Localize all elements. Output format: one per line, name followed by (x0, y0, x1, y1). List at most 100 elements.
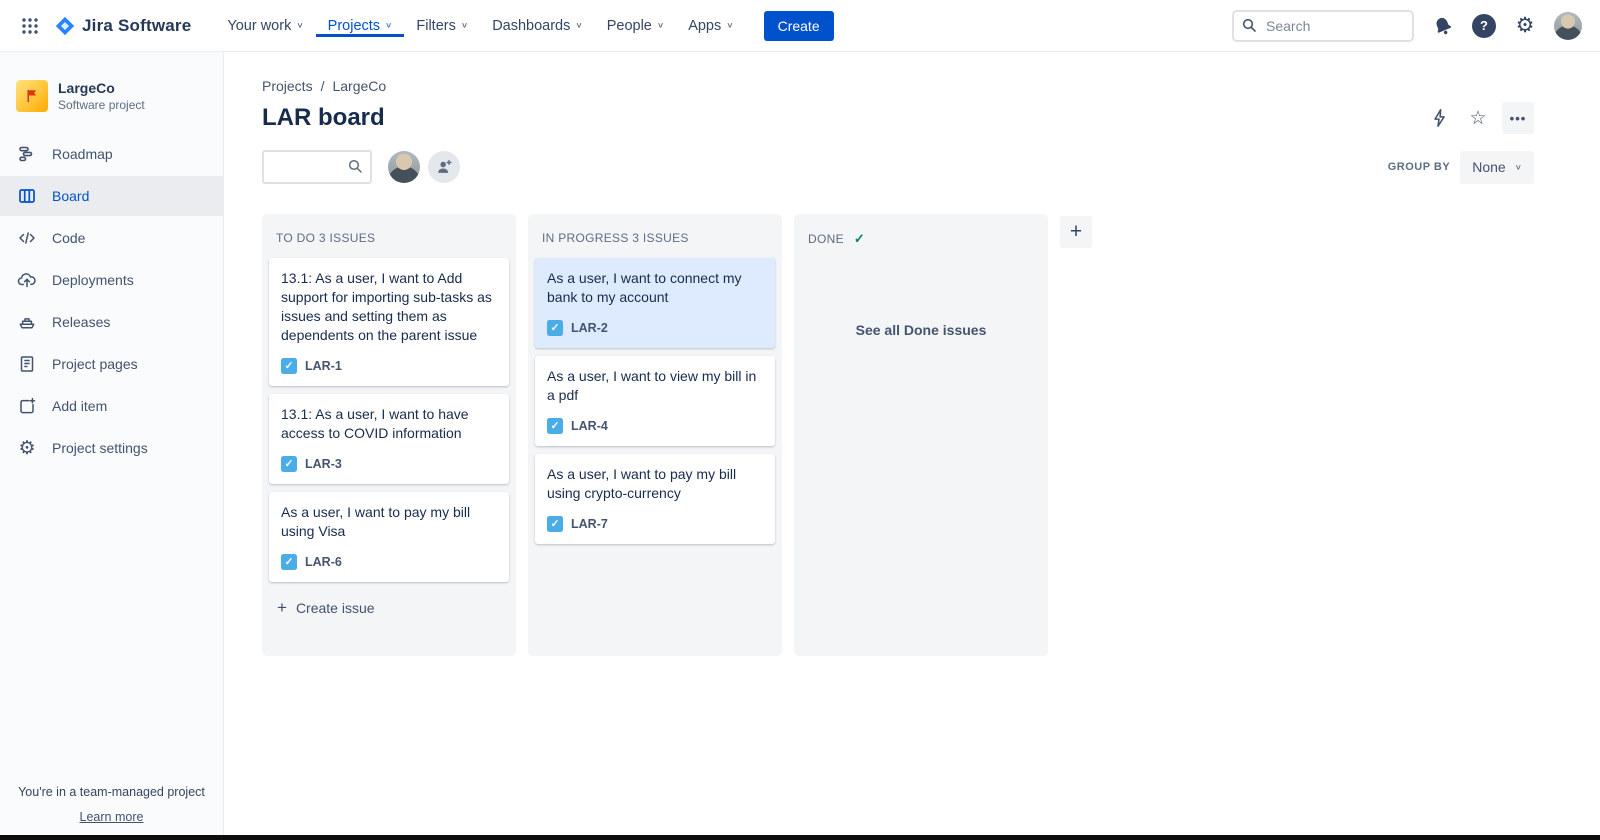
sidebar-item-board[interactable]: Board (0, 176, 223, 216)
board-icon (16, 186, 38, 206)
more-options-icon[interactable]: ••• (1502, 102, 1534, 134)
topnav-right: ? ⚙ (1232, 0, 1582, 51)
chevron-down-icon: ∨ (385, 21, 393, 30)
add-item-icon (16, 396, 38, 416)
project-sidebar: LargeCo Software project Roadmap (0, 52, 224, 840)
card-list: 13.1: As a user, I want to Add support f… (262, 258, 516, 582)
cloud-upload-icon (16, 270, 38, 290)
project-header[interactable]: LargeCo Software project (0, 80, 223, 134)
sidebar-item-label: Deployments (52, 272, 134, 288)
user-avatar[interactable] (1554, 11, 1582, 40)
top-navigation-bar: Jira Software Your work ∨ Projects ∨ Fil… (0, 0, 1600, 52)
app-shell: LargeCo Software project Roadmap (0, 52, 1600, 840)
sidebar-item-label: Board (52, 188, 90, 204)
board-actions: ☆ ••• (1426, 102, 1534, 134)
task-type-icon: ✓ (281, 358, 297, 374)
column-header: DONE ✓ (808, 231, 866, 246)
board-search (262, 150, 372, 184)
plus-icon: + (277, 598, 287, 617)
task-type-icon: ✓ (547, 516, 563, 532)
project-name: LargeCo (58, 80, 115, 96)
task-type-icon: ✓ (547, 418, 563, 434)
global-search-input[interactable] (1232, 9, 1414, 42)
ship-icon (16, 312, 38, 332)
chevron-down-icon: ∨ (460, 21, 469, 30)
nav-item-dashboards[interactable]: Dashboards ∨ (492, 17, 583, 34)
window-bottom-edge (0, 835, 1600, 840)
nav-item-projects[interactable]: Projects ∨ (315, 15, 405, 37)
star-icon[interactable]: ☆ (1469, 107, 1487, 129)
member-avatar[interactable] (388, 151, 420, 183)
project-type: Software project (58, 98, 145, 112)
project-titles: LargeCo Software project (58, 80, 145, 112)
issue-card[interactable]: As a user, I want to pay my bill using V… (269, 492, 509, 582)
chevron-down-icon: ∨ (1514, 162, 1522, 172)
sidebar-item-releases[interactable]: Releases (0, 302, 223, 342)
sidebar-item-label: Roadmap (52, 146, 113, 162)
notifications-bell-icon[interactable] (1430, 13, 1456, 39)
nav-item-your-work[interactable]: Your work ∨ (227, 17, 304, 34)
global-search (1232, 9, 1414, 42)
sidebar-item-project-settings[interactable]: ⚙ Project settings (0, 428, 223, 468)
search-icon (1241, 17, 1257, 33)
product-name: Jira Software (82, 15, 192, 35)
issue-key: LAR-7 (571, 517, 608, 531)
chevron-down-icon: ∨ (296, 21, 304, 30)
group-by-dropdown[interactable]: None ∨ (1460, 150, 1534, 184)
sidebar-item-deployments[interactable]: Deployments (0, 260, 223, 300)
sidebar-item-label: Releases (52, 314, 111, 330)
task-type-icon: ✓ (547, 320, 563, 336)
board-search-input[interactable] (262, 150, 372, 184)
nav-item-apps[interactable]: Apps ∨ (688, 17, 734, 34)
column-header: TO DO 3 ISSUES (276, 231, 376, 245)
pages-icon (16, 354, 38, 374)
search-icon (347, 158, 363, 174)
issue-key: LAR-1 (305, 359, 342, 373)
breadcrumb-projects[interactable]: Projects (262, 78, 313, 94)
code-icon (16, 228, 38, 248)
issue-card[interactable]: As a user, I want to view my bill in a p… (535, 356, 775, 446)
sidebar-item-label: Project pages (52, 356, 138, 372)
settings-gear-icon[interactable]: ⚙ (1515, 14, 1535, 37)
automation-lightning-icon[interactable] (1426, 104, 1454, 132)
primary-nav: Your work ∨ Projects ∨ Filters ∨ Dashboa… (215, 15, 745, 37)
create-issue-button[interactable]: + Create issue (277, 598, 375, 617)
nav-item-people[interactable]: People ∨ (606, 17, 665, 34)
title-row: LAR board ☆ ••• (262, 102, 1534, 134)
sidebar-item-project-pages[interactable]: Project pages (0, 344, 223, 384)
topnav-left: Jira Software Your work ∨ Projects ∨ Fil… (14, 0, 834, 51)
task-type-icon: ✓ (281, 554, 297, 570)
issue-card-selected[interactable]: As a user, I want to connect my bank to … (535, 258, 775, 348)
issue-key: LAR-4 (571, 419, 608, 433)
see-all-done-link[interactable]: See all Done issues (855, 322, 987, 338)
gear-icon: ⚙ (18, 437, 36, 459)
card-list: As a user, I want to connect my bank to … (528, 258, 782, 544)
sidebar-item-label: Project settings (52, 440, 148, 456)
learn-more-link[interactable]: Learn more (79, 810, 144, 824)
sidebar-item-label: Add item (52, 398, 108, 414)
sidebar-item-code[interactable]: Code (0, 218, 223, 258)
add-people-icon[interactable] (428, 151, 460, 183)
kanban-board: TO DO 3 ISSUES 13.1: As a user, I want t… (262, 214, 1534, 656)
issue-card[interactable]: 13.1: As a user, I want to have access t… (269, 394, 509, 484)
column-todo: TO DO 3 ISSUES 13.1: As a user, I want t… (262, 214, 516, 656)
help-icon[interactable]: ? (1472, 13, 1496, 38)
toolbar-left (262, 150, 460, 184)
project-flag-icon (16, 80, 48, 112)
group-by-control: GROUP BY None ∨ (1388, 150, 1534, 184)
create-button[interactable]: Create (763, 10, 834, 41)
sidebar-item-add-item[interactable]: Add item (0, 386, 223, 426)
task-type-icon: ✓ (281, 456, 297, 472)
roadmap-icon (16, 144, 38, 164)
jira-logo[interactable]: Jira Software (50, 15, 201, 37)
issue-key: LAR-6 (305, 555, 342, 569)
add-column-button[interactable]: + (1060, 216, 1092, 248)
app-switcher-icon[interactable] (14, 10, 46, 42)
board-toolbar: GROUP BY None ∨ (262, 150, 1534, 184)
sidebar-item-roadmap[interactable]: Roadmap (0, 134, 223, 174)
issue-card[interactable]: As a user, I want to pay my bill using c… (535, 454, 775, 544)
issue-card[interactable]: 13.1: As a user, I want to Add support f… (269, 258, 509, 386)
breadcrumb-largeco[interactable]: LargeCo (332, 78, 387, 94)
page-title: LAR board (262, 104, 385, 131)
nav-item-filters[interactable]: Filters ∨ (416, 17, 469, 34)
